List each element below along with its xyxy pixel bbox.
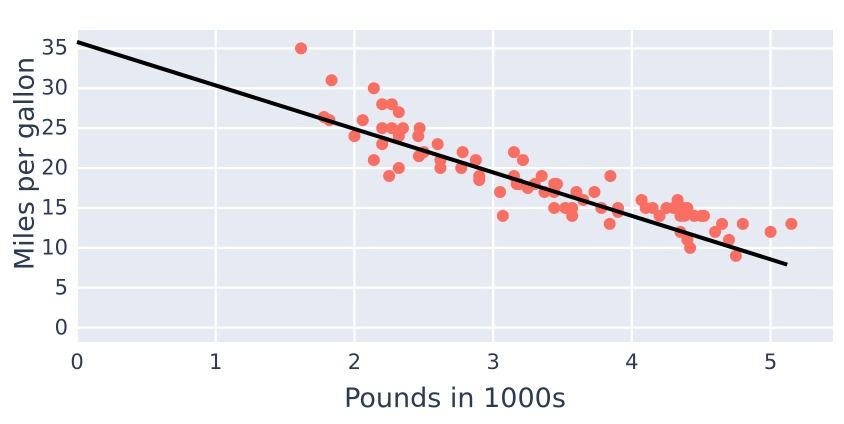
scatter-point bbox=[604, 170, 617, 183]
y-tick-label: 15 bbox=[41, 195, 68, 220]
scatter-point bbox=[412, 130, 425, 143]
scatter-point bbox=[507, 146, 520, 159]
scatter-point bbox=[367, 82, 380, 95]
scatter-point bbox=[681, 201, 694, 214]
scatter-point bbox=[785, 217, 798, 230]
scatter-point bbox=[646, 201, 659, 214]
x-tick-label: 3 bbox=[486, 350, 500, 374]
x-tick-label: 4 bbox=[625, 350, 639, 374]
scatter-point bbox=[412, 150, 425, 163]
scatter-point bbox=[570, 185, 583, 198]
x-axis-title: Pounds in 1000s bbox=[344, 383, 566, 414]
scatter-point bbox=[588, 185, 601, 198]
regression-line bbox=[76, 40, 788, 267]
scatter-point bbox=[431, 138, 444, 151]
scatter-point bbox=[367, 154, 380, 167]
scatter-point bbox=[385, 122, 398, 135]
scatter-point bbox=[392, 162, 405, 175]
y-tick-label: 30 bbox=[41, 75, 68, 100]
scatter-point bbox=[434, 162, 447, 175]
y-tick-label: 10 bbox=[41, 235, 68, 260]
gridlines bbox=[75, 30, 833, 342]
y-axis-tick-labels: 0 5 10 15 20 25 30 35 bbox=[0, 30, 68, 342]
scatter-point bbox=[736, 217, 749, 230]
scatter-point bbox=[697, 209, 710, 222]
scatter-point bbox=[456, 146, 469, 159]
scatter-point bbox=[716, 217, 729, 230]
scatter-point bbox=[376, 122, 389, 135]
y-tick-label: 25 bbox=[41, 115, 68, 140]
scatter-point bbox=[396, 122, 409, 135]
scatter-point bbox=[496, 209, 509, 222]
scatter-point bbox=[653, 209, 666, 222]
y-tick-label: 0 bbox=[54, 315, 68, 340]
scatter-point bbox=[548, 201, 561, 214]
scatter-point bbox=[764, 225, 777, 238]
scatter-point bbox=[535, 170, 548, 183]
plot-area bbox=[75, 30, 833, 342]
scatter-point bbox=[516, 154, 529, 167]
scatter-point bbox=[469, 154, 482, 167]
data-layer bbox=[76, 40, 798, 267]
x-tick-label: 1 bbox=[209, 350, 223, 374]
y-tick-label: 5 bbox=[54, 275, 68, 300]
x-tick-label: 2 bbox=[347, 350, 362, 374]
x-axis-tick-labels: 0 1 2 3 4 5 bbox=[70, 350, 833, 378]
scatter-point bbox=[295, 42, 308, 55]
scatter-point bbox=[566, 201, 579, 214]
scatter-point bbox=[729, 249, 742, 262]
scatter-point bbox=[356, 114, 369, 127]
y-tick-label: 20 bbox=[41, 155, 68, 180]
scatter-point bbox=[376, 138, 389, 151]
scatter-point bbox=[392, 106, 405, 119]
scatter-point bbox=[709, 225, 722, 238]
scatter-point bbox=[722, 233, 735, 246]
scatter-point bbox=[494, 185, 507, 198]
scatter-point bbox=[376, 98, 389, 111]
scatter-point bbox=[473, 174, 486, 187]
scatter-point bbox=[383, 170, 396, 183]
scatter-point bbox=[550, 178, 563, 191]
scatter-point bbox=[325, 74, 338, 87]
scatter-point bbox=[684, 241, 697, 254]
x-tick-label: 5 bbox=[763, 350, 778, 374]
scatter-point bbox=[603, 217, 616, 230]
scatter-point bbox=[348, 130, 361, 143]
x-tick-label: 0 bbox=[70, 350, 84, 374]
scatter-point bbox=[385, 98, 398, 111]
y-tick-label: 35 bbox=[41, 35, 68, 60]
